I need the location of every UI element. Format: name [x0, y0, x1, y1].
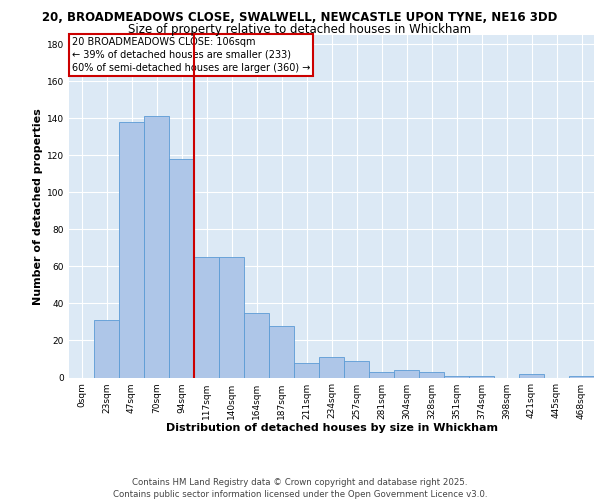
Bar	[469, 376, 494, 378]
Text: Contains HM Land Registry data © Crown copyright and database right 2025.
Contai: Contains HM Land Registry data © Crown c…	[113, 478, 487, 499]
Text: 20, BROADMEADOWS CLOSE, SWALWELL, NEWCASTLE UPON TYNE, NE16 3DD: 20, BROADMEADOWS CLOSE, SWALWELL, NEWCAS…	[43, 11, 557, 24]
Bar	[394, 370, 419, 378]
Bar	[519, 374, 544, 378]
Bar	[294, 362, 319, 378]
Bar	[369, 372, 394, 378]
Bar	[569, 376, 594, 378]
Bar	[119, 122, 144, 378]
Bar	[94, 320, 119, 378]
Text: Size of property relative to detached houses in Whickham: Size of property relative to detached ho…	[128, 22, 472, 36]
Bar	[219, 257, 244, 378]
Bar	[169, 159, 194, 378]
Text: 20 BROADMEADOWS CLOSE: 106sqm
← 39% of detached houses are smaller (233)
60% of : 20 BROADMEADOWS CLOSE: 106sqm ← 39% of d…	[71, 36, 310, 73]
Bar	[344, 361, 369, 378]
X-axis label: Distribution of detached houses by size in Whickham: Distribution of detached houses by size …	[166, 423, 497, 433]
Bar	[419, 372, 444, 378]
Bar	[444, 376, 469, 378]
Y-axis label: Number of detached properties: Number of detached properties	[33, 108, 43, 304]
Bar	[194, 257, 219, 378]
Bar	[144, 116, 169, 378]
Bar	[244, 312, 269, 378]
Bar	[269, 326, 294, 378]
Bar	[319, 357, 344, 378]
